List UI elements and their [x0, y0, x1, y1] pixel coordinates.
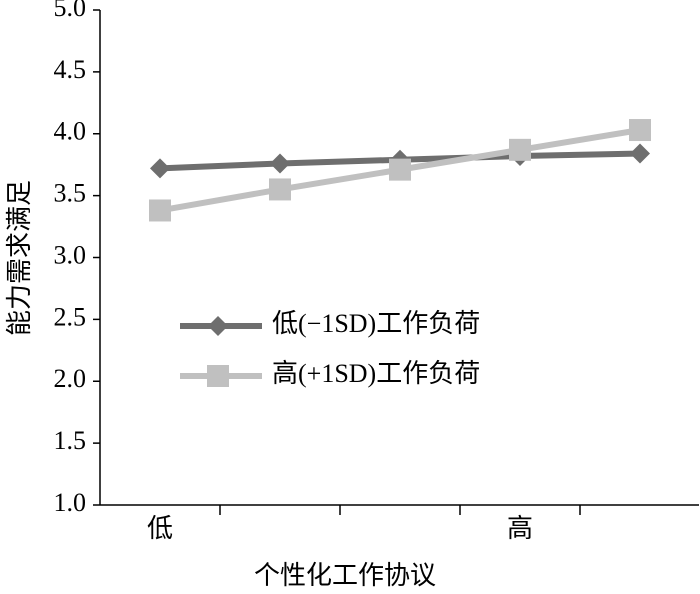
data-point: [149, 199, 171, 222]
data-point: [270, 153, 290, 174]
x-tick-label: 高: [507, 514, 533, 543]
legend-label: 低(−1SD)工作负荷: [272, 309, 480, 338]
x-axis-title: 个性化工作协议: [254, 561, 436, 590]
data-point: [509, 138, 531, 161]
legend-marker: [208, 316, 228, 336]
y-tick-label: 3.5: [54, 179, 87, 208]
legend-label: 高(+1SD)工作负荷: [272, 359, 480, 388]
y-tick-label: 1.0: [54, 488, 87, 517]
y-tick-label: 4.0: [54, 117, 87, 146]
y-axis-title: 能力需求满足: [5, 180, 34, 336]
y-tick-label: 4.5: [54, 55, 87, 84]
data-point: [269, 178, 291, 201]
y-tick-label: 1.5: [54, 426, 87, 455]
x-tick-label: 低: [147, 514, 173, 543]
data-point: [389, 158, 411, 181]
y-tick-label: 3.0: [54, 240, 87, 269]
y-tick-label: 2.0: [54, 364, 87, 393]
data-point: [150, 158, 170, 179]
y-tick-label: 5.0: [54, 0, 87, 22]
data-point: [630, 143, 650, 164]
data-point: [629, 119, 651, 142]
legend-marker: [207, 365, 229, 387]
y-tick-label: 2.5: [54, 302, 87, 331]
